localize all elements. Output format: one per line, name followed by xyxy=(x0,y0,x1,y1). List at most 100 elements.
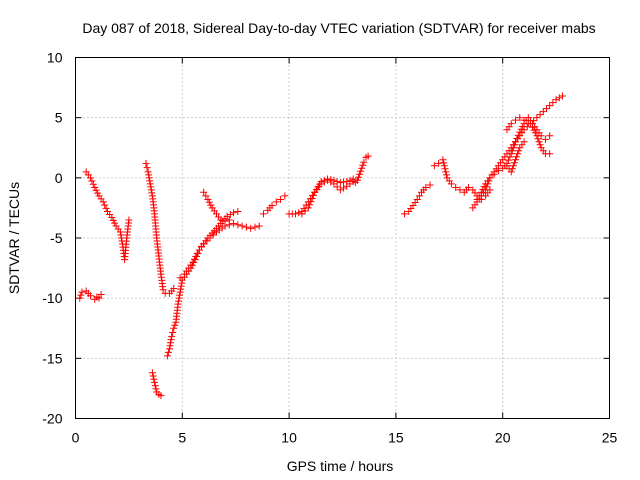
data-point-trace xyxy=(549,99,556,106)
series-arc12 xyxy=(401,182,434,218)
data-point xyxy=(358,165,365,172)
data-point xyxy=(166,345,173,352)
data-point xyxy=(170,325,177,332)
data-point-trace xyxy=(243,224,250,231)
y-tick-label: 10 xyxy=(47,50,63,66)
y-tick-label: -10 xyxy=(42,290,62,306)
data-point xyxy=(125,216,132,223)
x-tick-label: 5 xyxy=(178,430,186,446)
data-point-trace xyxy=(357,168,364,175)
data-point-trace xyxy=(340,185,347,192)
data-point-trace xyxy=(93,187,101,197)
x-tick-label: 0 xyxy=(72,430,80,446)
data-point-trace xyxy=(513,147,522,160)
data-point xyxy=(145,168,152,175)
data-point xyxy=(281,192,288,199)
data-point-trace xyxy=(144,164,151,171)
data-point-trace xyxy=(167,336,175,349)
data-point-trace xyxy=(534,135,543,148)
data-point xyxy=(540,108,547,115)
data-point-trace xyxy=(158,274,166,290)
data-point-trace xyxy=(321,177,328,184)
data-point xyxy=(164,352,171,359)
series-arc5 xyxy=(164,220,263,359)
data-point-trace xyxy=(156,256,164,275)
data-point-trace xyxy=(124,219,132,238)
data-point-trace xyxy=(171,322,178,329)
data-point-trace xyxy=(177,280,185,293)
data-point-trace xyxy=(154,238,162,257)
data-point-trace xyxy=(77,292,84,299)
x-tick-labels: 0 5 10 15 20 25 xyxy=(72,430,618,446)
data-point-trace xyxy=(355,174,362,181)
data-point-trace xyxy=(556,94,563,101)
data-point xyxy=(439,156,446,163)
data-point-trace xyxy=(147,183,155,196)
data-point-trace xyxy=(210,231,217,238)
series-arc1 xyxy=(76,287,104,302)
data-point xyxy=(356,171,363,178)
data-point xyxy=(324,176,331,183)
data-point xyxy=(546,102,553,109)
x-tick-label: 15 xyxy=(388,430,404,446)
series-arc15 xyxy=(474,114,554,203)
data-point xyxy=(337,179,344,186)
data-point xyxy=(533,114,540,121)
data-point xyxy=(230,220,237,227)
data-point-trace xyxy=(440,159,450,178)
data-point-trace xyxy=(152,382,160,392)
data-point-trace xyxy=(359,162,366,169)
x-axis-label: GPS time / hours xyxy=(287,458,394,474)
y-tick-label: -20 xyxy=(42,411,62,427)
data-point xyxy=(260,210,267,217)
data-point-trace xyxy=(306,192,317,208)
data-point xyxy=(553,96,560,103)
data-point xyxy=(559,93,566,100)
data-point xyxy=(142,160,149,167)
y-tick-label: -15 xyxy=(42,350,62,366)
data-point-trace xyxy=(227,211,234,218)
data-point xyxy=(542,136,549,143)
data-point xyxy=(239,222,246,229)
data-point xyxy=(247,225,254,232)
data-point-trace xyxy=(151,213,160,238)
data-point-trace xyxy=(165,349,172,356)
data-point xyxy=(256,222,263,229)
y-tick-label: 5 xyxy=(55,110,63,126)
data-point-trace xyxy=(295,209,302,216)
data-point xyxy=(546,150,553,157)
data-point-trace xyxy=(537,111,544,118)
data-point xyxy=(546,132,553,139)
sdtvar-chart: 0 5 10 15 20 25 -20-15-10-50510 Day 087 of 20… xyxy=(0,0,640,480)
series-arc3 xyxy=(142,160,177,297)
x-tick-label: 10 xyxy=(281,430,297,446)
series-arc4 xyxy=(149,369,165,399)
series-arc6 xyxy=(177,208,242,281)
data-point xyxy=(151,379,158,386)
data-point xyxy=(337,186,344,193)
data-point-trace xyxy=(251,224,258,231)
data-point xyxy=(76,295,83,302)
chart-title: Day 087 of 2018, Sidereal Day-to-day VTE… xyxy=(82,20,595,36)
data-point xyxy=(168,333,175,340)
data-point-trace xyxy=(509,159,518,172)
data-point-trace xyxy=(101,202,109,212)
data-point xyxy=(78,289,85,296)
series-arc8 xyxy=(260,192,288,217)
series-arc7 xyxy=(200,189,233,225)
y-tick-labels: -20 -15 -10 -5 0 5 10 xyxy=(42,50,62,427)
data-point-trace xyxy=(234,221,241,228)
data-point-trace xyxy=(173,304,181,323)
data-point-trace xyxy=(206,199,214,209)
data-point xyxy=(147,180,154,187)
y-tick-label: -5 xyxy=(50,230,63,246)
data-point-trace xyxy=(145,171,153,184)
data-point-trace xyxy=(169,329,176,336)
data-points xyxy=(76,93,566,400)
data-point-trace xyxy=(340,179,347,186)
data-point xyxy=(292,210,299,217)
series-arc2 xyxy=(83,168,133,263)
x-tick-label: 25 xyxy=(602,430,618,446)
data-point-trace xyxy=(150,372,158,382)
y-tick-label: 0 xyxy=(55,170,63,186)
